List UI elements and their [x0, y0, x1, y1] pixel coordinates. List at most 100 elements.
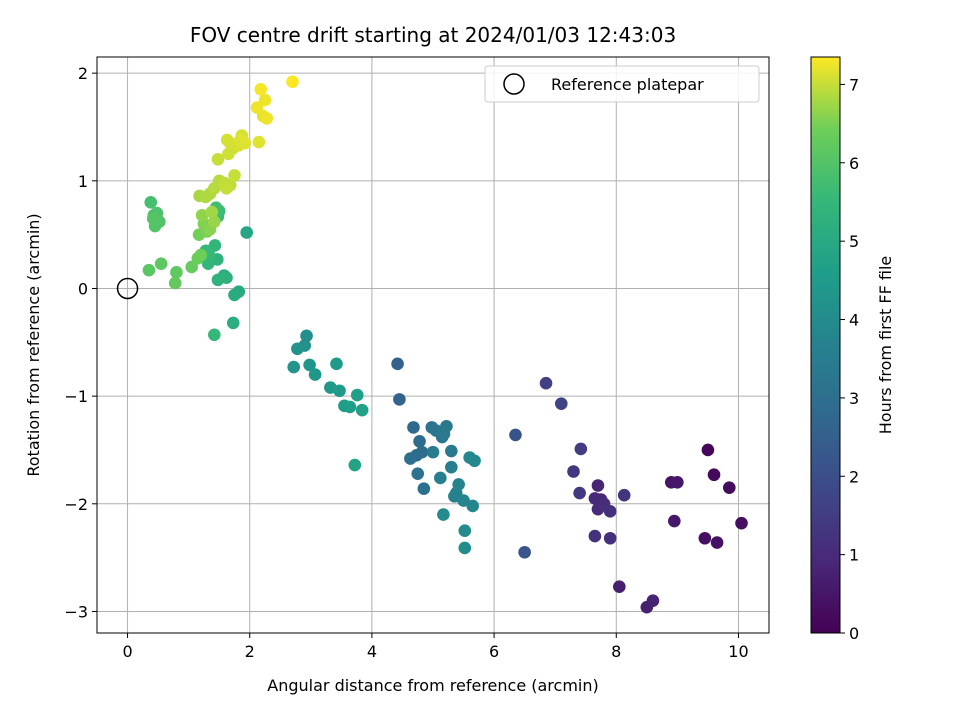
data-point — [518, 545, 531, 559]
reference-platepar-icon — [116, 277, 139, 300]
data-point — [458, 541, 472, 555]
data-point — [574, 442, 588, 456]
data-point — [457, 494, 470, 507]
data-point — [413, 435, 426, 448]
colorbar-tick-label: 3 — [849, 389, 859, 408]
data-point — [350, 388, 364, 402]
data-point — [603, 531, 617, 545]
data-point — [207, 328, 221, 342]
data-point — [170, 266, 183, 279]
legend: Reference platepar — [484, 65, 760, 103]
data-point — [211, 152, 225, 166]
data-point — [588, 529, 602, 543]
data-point — [300, 329, 313, 343]
x-tick-label: 4 — [367, 642, 377, 661]
data-point — [287, 360, 301, 374]
data-point — [603, 505, 617, 518]
data-point — [466, 499, 480, 513]
data-point — [701, 443, 715, 457]
data-point — [698, 531, 712, 545]
y-tick-label: −2 — [64, 495, 88, 514]
data-point — [391, 357, 404, 371]
y-axis-label: Rotation from reference (arcmin) — [24, 213, 43, 476]
data-point — [567, 465, 580, 478]
data-point — [452, 478, 465, 491]
data-point — [407, 421, 420, 434]
colorbar-label: Hours from first FF file — [876, 256, 895, 435]
colorbar-tick-label: 0 — [849, 624, 859, 643]
data-point — [258, 93, 272, 107]
x-tick-label: 8 — [611, 642, 621, 661]
data-point — [434, 471, 447, 485]
legend-box — [484, 65, 760, 103]
data-point — [445, 444, 458, 458]
data-point — [554, 397, 568, 410]
data-points — [142, 75, 748, 614]
legend-label: Reference platepar — [551, 75, 704, 94]
data-point — [194, 248, 208, 262]
data-point — [617, 488, 631, 502]
data-point — [228, 169, 241, 182]
colorbar: 0 1 2 3 4 5 6 7 Hours from first FF file — [810, 56, 895, 643]
data-point — [393, 393, 406, 406]
y-tick-label: −1 — [64, 387, 88, 406]
data-point — [240, 226, 253, 239]
data-point — [291, 342, 304, 356]
y-tick-label: 2 — [78, 64, 88, 83]
data-point — [228, 288, 241, 302]
data-point — [509, 428, 522, 442]
x-tick-label: 2 — [245, 642, 255, 661]
data-point — [445, 460, 458, 474]
data-point — [146, 212, 160, 225]
data-point — [710, 536, 724, 549]
x-axis-label: Angular distance from reference (arcmin) — [267, 676, 598, 695]
colorbar-ticks: 0 1 2 3 4 5 6 7 — [840, 75, 859, 643]
data-point — [303, 358, 316, 372]
y-tick-label: 1 — [78, 172, 88, 191]
chart-title: FOV centre drift starting at 2024/01/03 … — [190, 23, 676, 47]
data-point — [254, 82, 268, 96]
data-point — [201, 257, 215, 271]
data-point — [330, 357, 343, 371]
data-point — [417, 482, 431, 496]
data-point — [308, 368, 322, 381]
data-point — [195, 208, 209, 222]
colorbar-tick-label: 4 — [849, 311, 859, 330]
x-tick-label: 0 — [122, 642, 132, 661]
data-point — [355, 403, 369, 417]
grid-lines — [97, 57, 769, 633]
data-point — [458, 524, 472, 538]
colorbar-tick-label: 7 — [849, 75, 859, 94]
axis-ticks: 0 2 4 6 8 10 −3 −2 −1 0 1 2 — [64, 64, 748, 661]
colorbar-tick-label: 5 — [849, 232, 859, 251]
data-point — [707, 468, 721, 482]
data-point — [426, 445, 440, 459]
data-point — [234, 133, 247, 147]
data-point — [404, 452, 417, 465]
data-point — [722, 481, 736, 494]
colorbar-tick-label: 1 — [849, 546, 859, 565]
data-point — [220, 133, 234, 147]
data-point — [333, 384, 346, 398]
data-point — [220, 182, 233, 195]
data-point — [154, 257, 168, 271]
data-point — [613, 580, 626, 594]
data-point — [205, 205, 219, 219]
y-tick-label: −3 — [64, 602, 88, 621]
y-tick-label: 0 — [78, 279, 88, 298]
data-point — [437, 508, 450, 521]
data-point — [260, 112, 274, 125]
data-point — [573, 486, 586, 500]
data-point — [252, 135, 266, 149]
data-point — [144, 196, 158, 209]
data-point — [415, 445, 429, 459]
data-point — [539, 376, 553, 390]
data-point — [411, 467, 425, 480]
data-point — [646, 594, 660, 608]
data-point — [591, 479, 605, 492]
x-tick-label: 10 — [728, 642, 748, 661]
data-point — [343, 400, 357, 414]
data-point — [226, 316, 240, 330]
data-point — [142, 263, 156, 277]
